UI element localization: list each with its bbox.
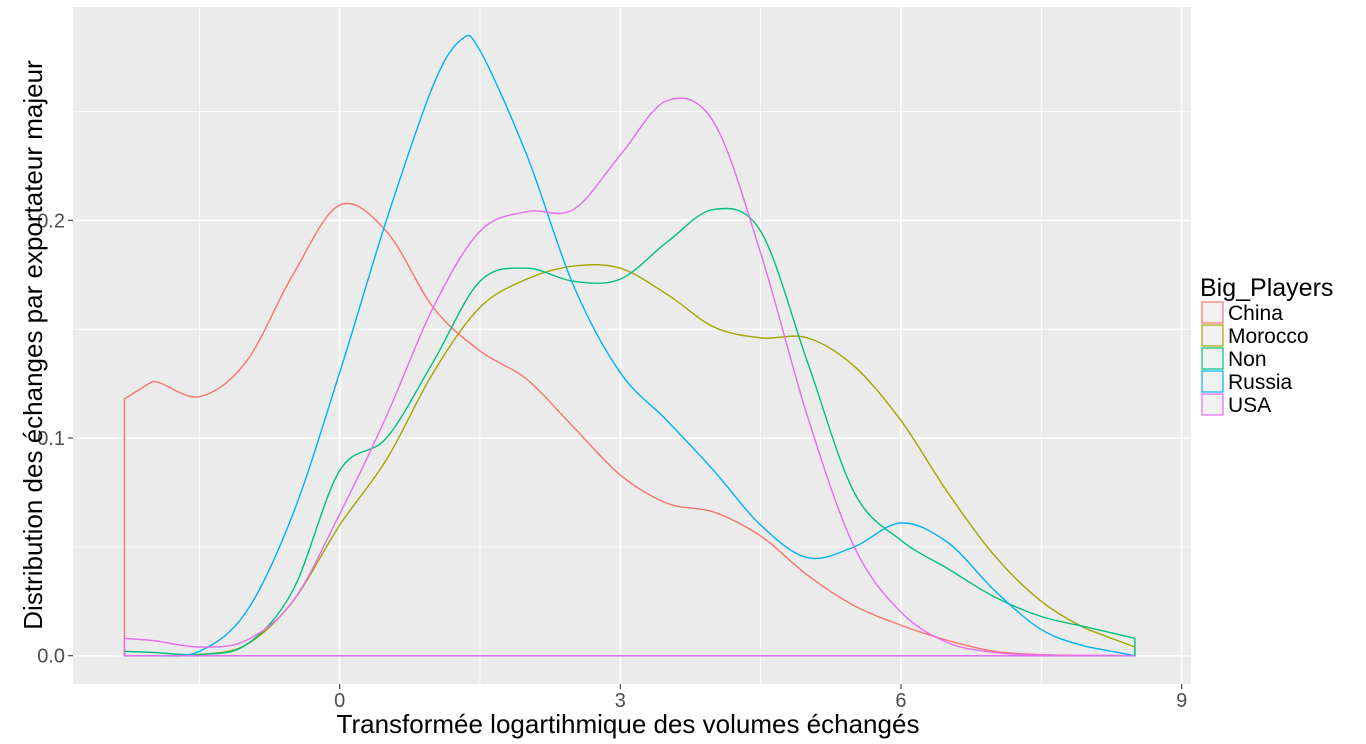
y-tick-label: 0.0 <box>37 646 65 668</box>
y-tick-label: 0.2 <box>37 210 65 232</box>
legend-key-morocco <box>1201 324 1224 347</box>
legend-key-non <box>1201 347 1224 370</box>
legend-key-usa <box>1201 393 1224 416</box>
series-line-usa <box>123 97 1135 657</box>
legend-label-non: Non <box>1228 348 1267 371</box>
legend-title: Big_Players <box>1200 274 1333 302</box>
x-tick-label: 3 <box>615 690 626 712</box>
x-axis: 0 3 6 9 <box>334 684 1187 712</box>
legend-label-morocco: Morocco <box>1228 325 1309 348</box>
x-tick-label: 0 <box>334 690 345 712</box>
x-tick-label: 6 <box>895 690 906 712</box>
x-axis-title: Transformée logartihmique des volumes éc… <box>337 709 920 739</box>
legend-key-russia <box>1201 370 1224 393</box>
y-tick-label: 0.1 <box>37 428 65 450</box>
x-tick-label: 9 <box>1176 690 1187 712</box>
legend-label-usa: USA <box>1228 394 1271 417</box>
grid-minor <box>73 7 1191 684</box>
legend-label-russia: Russia <box>1228 371 1293 394</box>
series-line-non <box>123 207 1136 657</box>
series-line-russia <box>124 34 1135 657</box>
y-axis: 0.0 0.1 0.2 <box>37 210 73 668</box>
plot-panel <box>73 7 1191 684</box>
y-axis-title: Distribution des échanges par exportateu… <box>18 60 48 630</box>
series-line-morocco <box>124 263 1136 657</box>
legend-key-china <box>1201 301 1224 324</box>
series-layer <box>123 34 1136 657</box>
legend-label-china: China <box>1228 302 1283 325</box>
